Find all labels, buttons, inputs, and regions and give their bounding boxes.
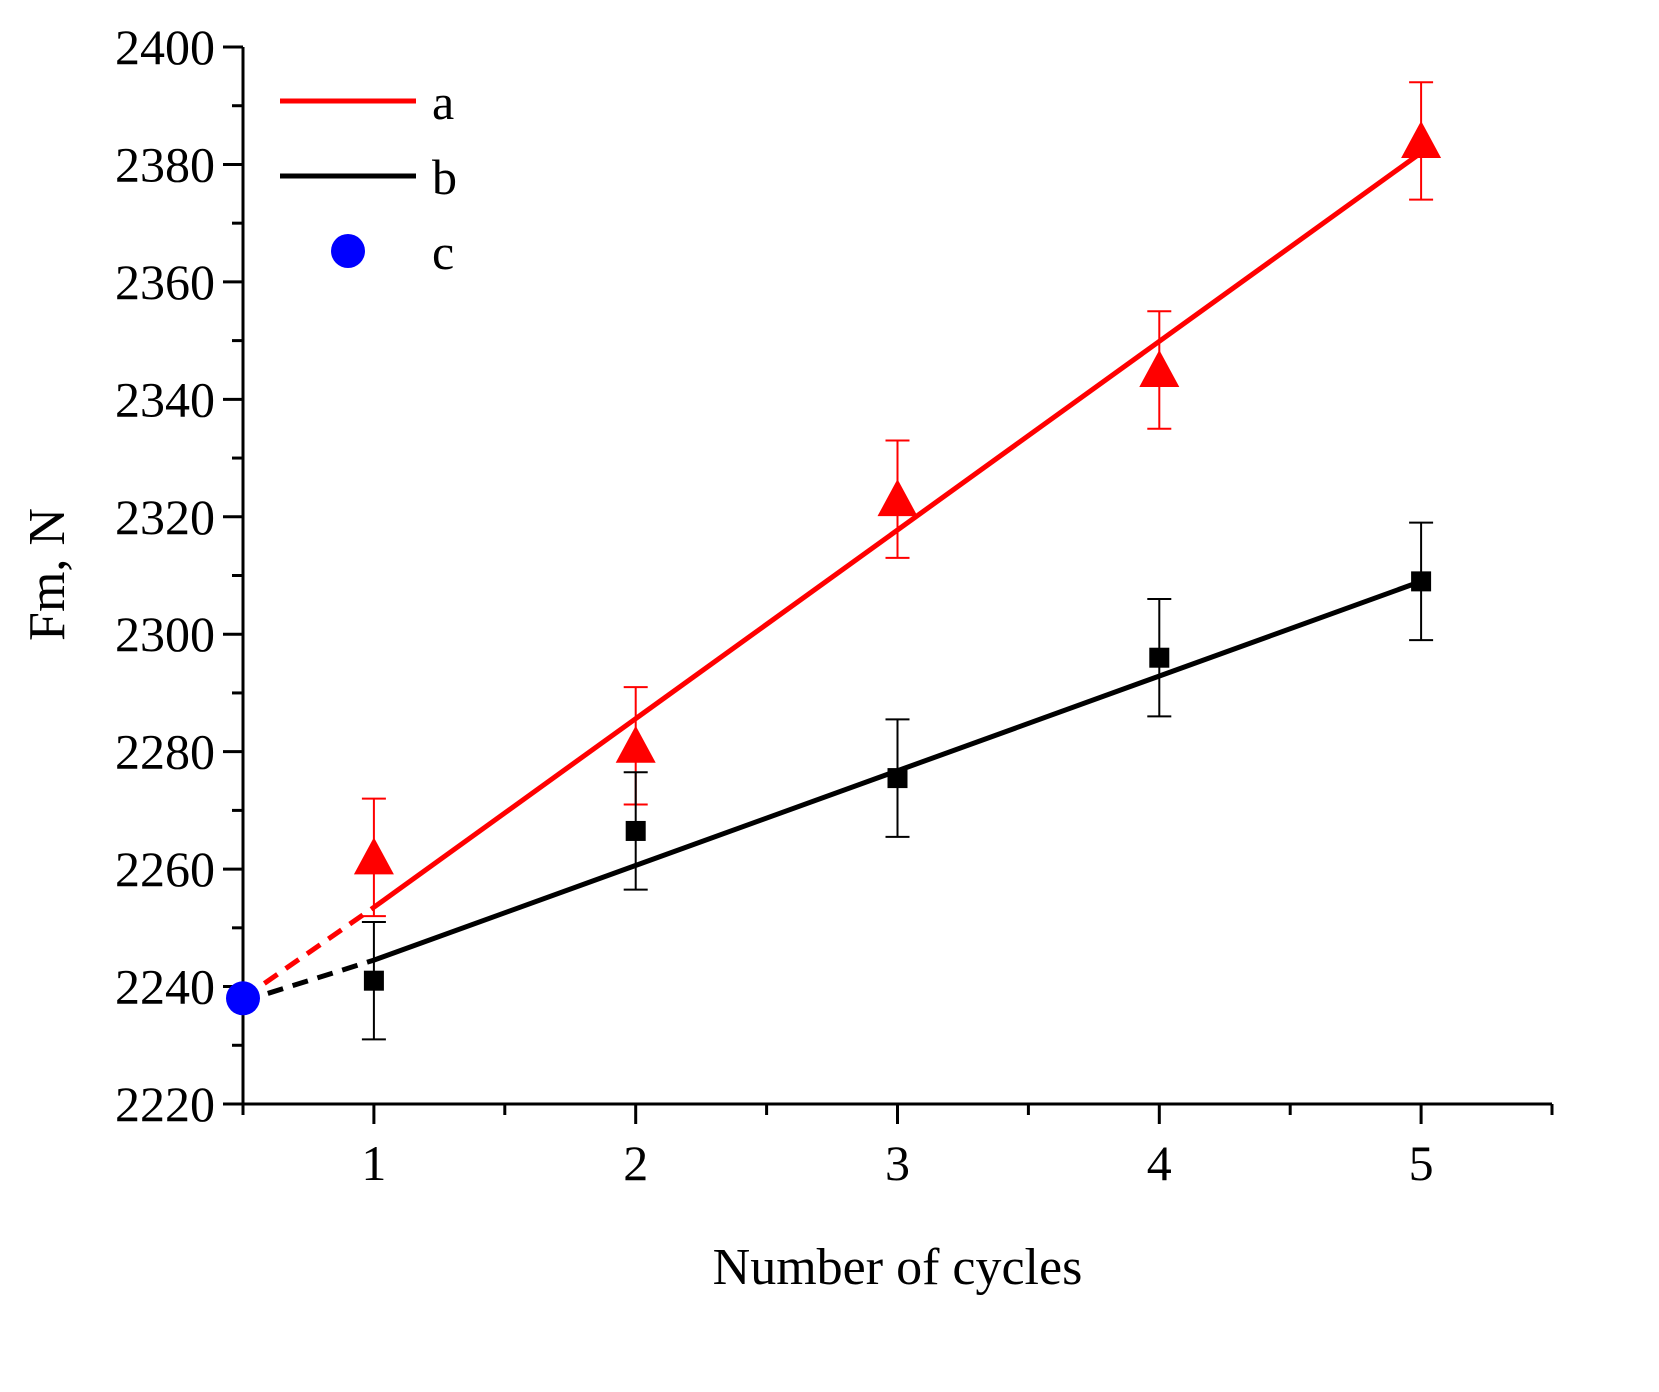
- data-point-triangle: [1401, 120, 1442, 158]
- y-tick-label: 2220: [115, 1076, 215, 1132]
- x-tick-label: 5: [1409, 1135, 1434, 1191]
- series-a: [241, 81, 1442, 1001]
- legend-label: c: [432, 224, 454, 280]
- x-axis-ticks: 1 2 3 4 5: [241, 1104, 1554, 1191]
- series-c: [226, 981, 260, 1016]
- axes: [241, 47, 1552, 1106]
- legend-label: a: [432, 74, 454, 130]
- y-tick-label: 2240: [115, 959, 215, 1015]
- y-axis-title: Fm, N: [19, 508, 76, 641]
- y-tick-label: 2300: [115, 606, 215, 662]
- legend-item-a: a: [280, 74, 454, 130]
- data-point-square: [1149, 647, 1170, 668]
- y-tick-label: 2380: [115, 136, 215, 192]
- data-point-circle: [331, 234, 365, 268]
- x-axis-title: Number of cycles: [713, 1239, 1083, 1296]
- y-tick-label: 2340: [115, 371, 215, 427]
- data-point-triangle: [877, 479, 918, 517]
- data-point-circle: [226, 981, 260, 1016]
- plot-area: [226, 81, 1442, 1041]
- data-point-square: [887, 768, 908, 789]
- y-tick-label: 2400: [115, 19, 215, 75]
- data-point-square: [363, 970, 384, 991]
- legend-label: b: [432, 149, 457, 205]
- series-b: [242, 521, 1434, 1041]
- data-point-square: [1411, 571, 1432, 592]
- x-tick-label: 4: [1147, 1135, 1172, 1191]
- y-axis-ticks: 2220 2240 2260 2280 2300 2320 2340 2360 2380 2400: [115, 19, 243, 1132]
- y-tick-label: 2360: [115, 254, 215, 310]
- data-point-triangle: [615, 725, 656, 763]
- fit-line-extrapolated: [242, 957, 375, 1004]
- x-tick-label: 2: [623, 1135, 648, 1191]
- x-tick-label: 3: [885, 1135, 910, 1191]
- data-point-triangle: [353, 837, 394, 875]
- legend: abc: [280, 74, 457, 280]
- legend-item-b: b: [280, 149, 457, 205]
- data-point-square: [625, 820, 646, 841]
- y-tick-label: 2320: [115, 489, 215, 545]
- legend-item-c: c: [331, 224, 454, 280]
- y-tick-label: 2280: [115, 724, 215, 780]
- y-tick-label: 2260: [115, 841, 215, 897]
- x-tick-label: 1: [361, 1135, 386, 1191]
- fit-line-extrapolated: [241, 905, 376, 1001]
- data-point-triangle: [1139, 349, 1180, 387]
